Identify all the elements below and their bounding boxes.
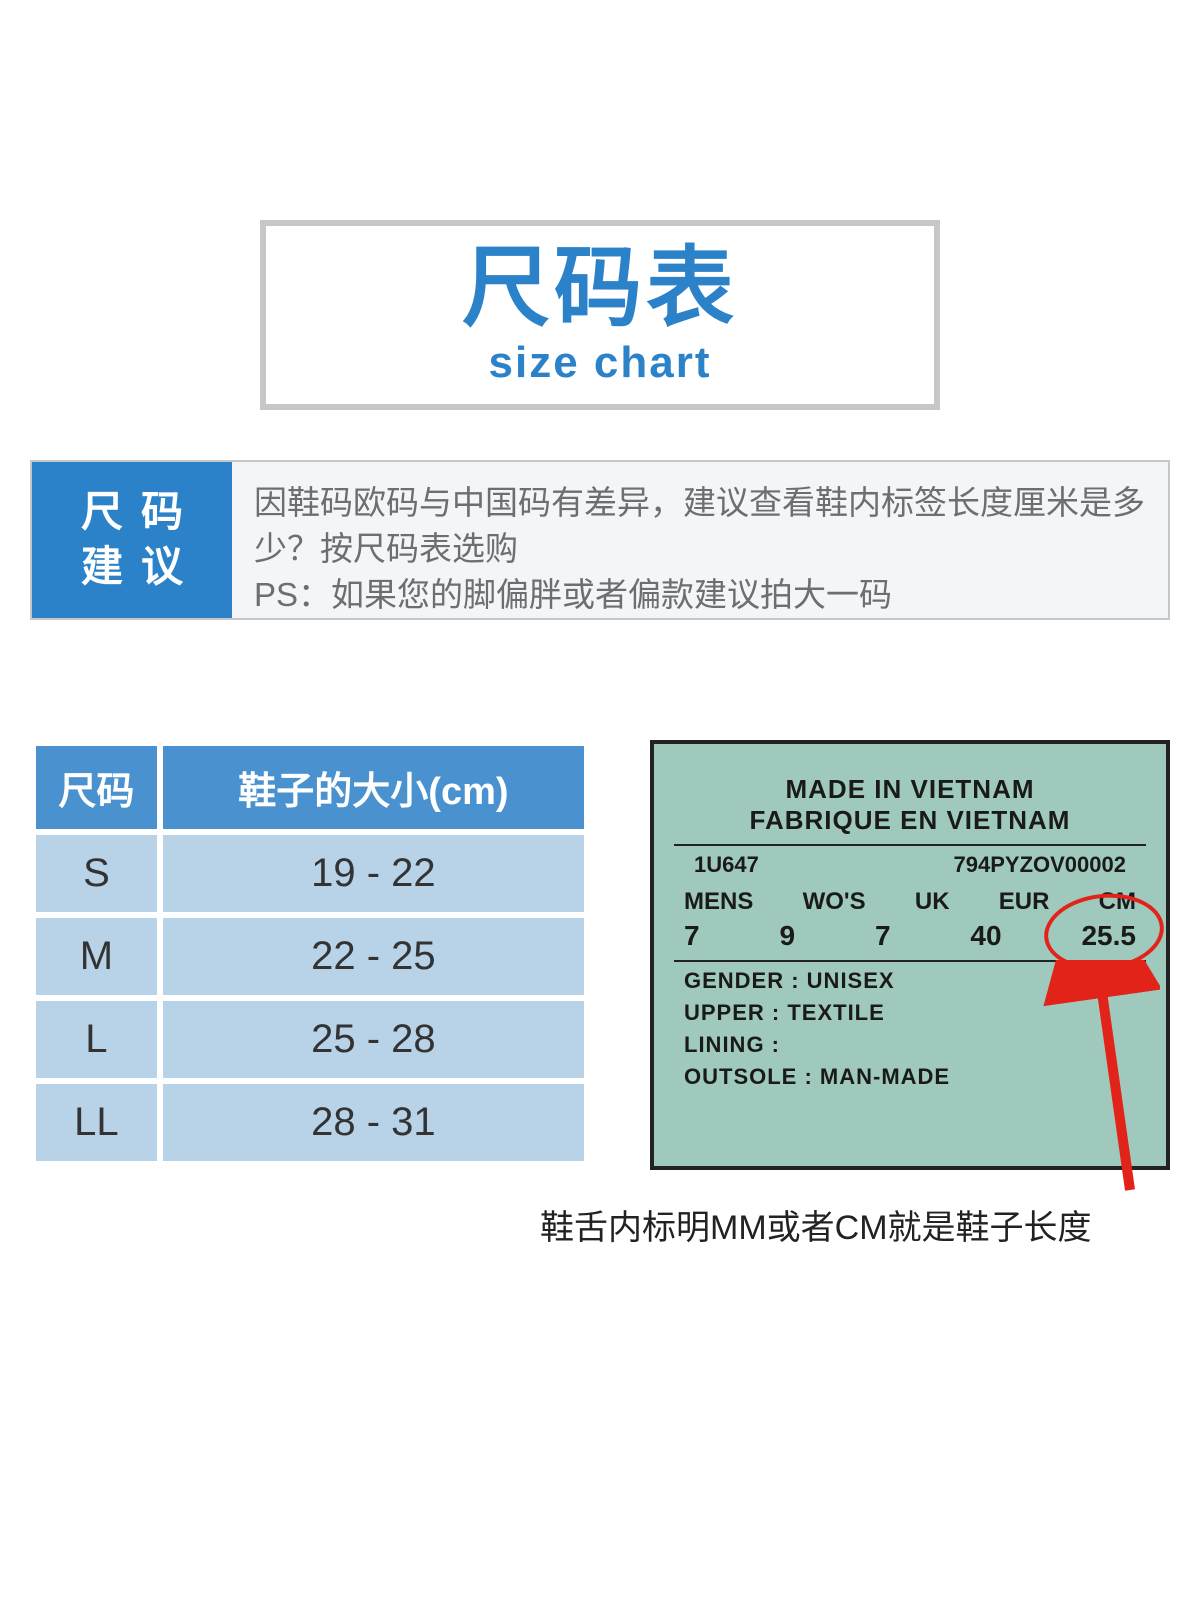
advice-label-l2: 建议 <box>81 540 201 595</box>
spec-upper: UPPER : TEXTILE <box>674 994 1146 1026</box>
title-main: 尺码表 <box>266 244 934 332</box>
v-wos: 9 <box>779 920 795 952</box>
title-box: 尺码表 size chart <box>260 220 940 410</box>
table-row: L 25 - 28 <box>33 998 587 1081</box>
v-mens: 7 <box>684 920 700 952</box>
th-cm: 鞋子的大小(cm) <box>160 743 587 832</box>
arrow-caption: 鞋舌内标明MM或者CM就是鞋子长度 <box>540 1200 1092 1249</box>
label-codes: 1U647 794PYZOV00002 <box>674 844 1146 878</box>
v-uk: 7 <box>875 920 891 952</box>
cell: L <box>33 998 160 1081</box>
advice-label-l1: 尺码 <box>81 485 201 540</box>
spec-lining: LINING : <box>674 1026 1146 1058</box>
table-row: M 22 - 25 <box>33 915 587 998</box>
label-fabrique: FABRIQUE EN VIETNAM <box>674 805 1146 836</box>
th-size: 尺码 <box>33 743 160 832</box>
spec-outsole: OUTSOLE : MAN-MADE <box>674 1058 1146 1090</box>
title-sub: size chart <box>266 338 934 388</box>
v-eur: 40 <box>970 920 1001 952</box>
code-left: 1U647 <box>694 852 759 878</box>
cell: LL <box>33 1081 160 1164</box>
cell: S <box>33 832 160 915</box>
advice-text: 因鞋码欧码与中国码有差异，建议查看鞋内标签长度厘米是多少？按尺码表选购PS：如果… <box>232 462 1168 618</box>
cell: 25 - 28 <box>160 998 587 1081</box>
label-made-in: MADE IN VIETNAM <box>674 774 1146 805</box>
cell: 19 - 22 <box>160 832 587 915</box>
cell: 28 - 31 <box>160 1081 587 1164</box>
cell: M <box>33 915 160 998</box>
code-right: 794PYZOV00002 <box>954 852 1126 878</box>
h-mens: MENS <box>684 888 753 916</box>
h-eur: EUR <box>999 888 1050 916</box>
table-row: S 19 - 22 <box>33 832 587 915</box>
cell: 22 - 25 <box>160 915 587 998</box>
h-uk: UK <box>915 888 950 916</box>
h-wos: WO'S <box>803 888 866 916</box>
shoe-label-photo: MADE IN VIETNAM FABRIQUE EN VIETNAM 1U64… <box>650 740 1170 1170</box>
advice-label: 尺码 建议 <box>32 462 232 618</box>
advice-row: 尺码 建议 因鞋码欧码与中国码有差异，建议查看鞋内标签长度厘米是多少？按尺码表选… <box>30 460 1170 620</box>
table-row: LL 28 - 31 <box>33 1081 587 1164</box>
size-table: 尺码 鞋子的大小(cm) S 19 - 22 M 22 - 25 L 25 - … <box>30 740 590 1167</box>
